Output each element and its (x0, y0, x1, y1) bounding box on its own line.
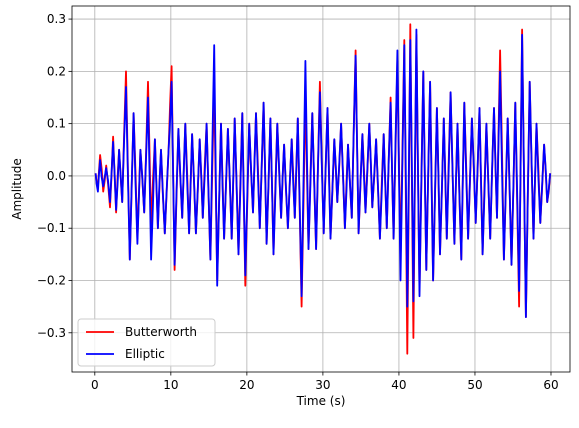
legend-label-elliptic: Elliptic (125, 347, 165, 361)
plot-lines (94, 23, 552, 355)
y-tick-label: −0.3 (37, 326, 66, 340)
x-tick-label: 40 (391, 378, 406, 392)
x-tick-label: 0 (91, 378, 99, 392)
x-tick-label: 50 (467, 378, 482, 392)
x-tick-label: 30 (315, 378, 330, 392)
ticks: 0 10 20 30 40 50 60 −0.3 −0.2 −0.1 0.0 0.1 0.2 0.3 (37, 12, 559, 392)
y-tick-label: 0.3 (47, 12, 66, 26)
y-tick-label: 0.0 (47, 169, 66, 183)
y-axis-label: Amplitude (10, 158, 24, 220)
x-tick-label: 20 (239, 378, 254, 392)
x-tick-label: 10 (163, 378, 178, 392)
y-tick-label: −0.2 (37, 274, 66, 288)
x-tick-label: 60 (543, 378, 558, 392)
series-line-elliptic (94, 28, 552, 318)
legend: Butterworth Elliptic (77, 318, 216, 367)
x-axis-label: Time (s) (296, 394, 346, 408)
legend-label-butterworth: Butterworth (125, 325, 197, 339)
axes-frame (71, 5, 571, 373)
y-tick-label: −0.1 (37, 221, 66, 235)
y-tick-label: 0.1 (47, 117, 66, 131)
y-tick-label: 0.2 (47, 64, 66, 78)
